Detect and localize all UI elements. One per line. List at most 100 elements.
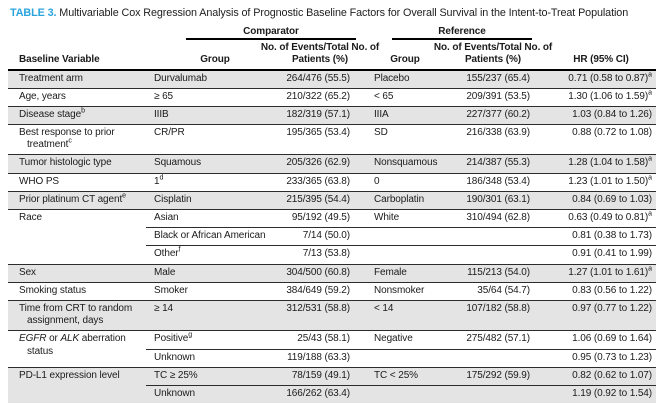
comparator-events-cell: 78/159 (49.1)	[284, 366, 356, 386]
reference-events-cell: 275/482 (57.1)	[454, 330, 532, 350]
baseline-variable-cell: Disease stageb	[8, 105, 146, 125]
reference-events-cell: 186/348 (53.4)	[454, 172, 532, 192]
comparator-events-cell: 215/395 (54.4)	[284, 190, 356, 210]
table-row: Black or African American 7/14 (50.0) 0.81…	[8, 227, 656, 246]
reference-group-cell	[356, 227, 454, 246]
comparator-group-cell: ≥ 14	[146, 299, 284, 331]
reference-events-cell: 115/213 (54.0)	[454, 263, 532, 283]
reference-events-cell: 227/377 (60.2)	[454, 105, 532, 125]
column-header-5: No. of Events/Total No. of Patients (%)	[434, 39, 552, 71]
reference-events-cell: 107/182 (58.8)	[454, 299, 532, 331]
reference-group-cell: 0	[356, 172, 454, 192]
table-title: TABLE 3. Multivariable Cox Regression An…	[0, 0, 666, 25]
reference-group-cell: TC < 25%	[356, 366, 454, 386]
table-row: Disease stageb IIIB 182/319 (57.1) IIIA 227/…	[8, 105, 656, 125]
hr-ci-cell: 1.30 (1.06 to 1.59)a	[532, 87, 656, 107]
baseline-variable-cell: Tumor histologic type	[8, 154, 146, 174]
comparator-span-header: Comparator	[146, 25, 356, 40]
column-header-row: Baseline Variable Group No. of Events/Tota…	[8, 39, 656, 71]
hr-ci-cell: 0.97 (0.77 to 1.22)	[532, 299, 656, 331]
comparator-events-cell: 264/476 (55.5)	[284, 69, 356, 89]
footnote-marker: c	[68, 137, 72, 145]
reference-events-cell: 155/237 (65.4)	[454, 69, 532, 89]
comparator-events-cell: 7/14 (50.0)	[284, 227, 356, 246]
events-header: No. of Events/Total No. of Patients (%)	[434, 42, 552, 66]
column-header-4: Group	[356, 39, 454, 71]
hr-ci-cell: 1.19 (0.92 to 1.54)	[532, 384, 656, 404]
table-row: Best response to prior treatmentc CR/PR 19…	[8, 124, 656, 155]
comparator-events-cell: 25/43 (58.1)	[284, 330, 356, 350]
footnote-marker: a	[648, 210, 652, 218]
baseline-variable-cell: Sex	[8, 263, 146, 283]
table-row: Tumor histologic type Squamous 205/326 (62…	[8, 154, 656, 174]
reference-group-cell	[356, 245, 454, 265]
comparator-group-cell: 1d	[146, 172, 284, 192]
comparator-events-cell: 166/262 (63.4)	[284, 384, 356, 404]
comparator-group-cell: TC ≥ 25%	[146, 366, 284, 386]
header-spanner-row: Comparator Reference	[8, 25, 656, 40]
footnote-marker: d	[159, 174, 164, 182]
comparator-events-cell: 7/13 (53.8)	[284, 245, 356, 265]
spanner-spacer	[532, 25, 656, 40]
comparator-group-cell: Otherf	[146, 245, 284, 265]
header-line: No. of Events/Total No. of	[433, 41, 553, 53]
comparator-events-cell: 312/531 (58.8)	[284, 299, 356, 331]
table-row: Prior platinum CT agente Cisplatin 215/395…	[8, 190, 656, 210]
footnote-marker: b	[81, 107, 85, 115]
events-header: No. of Events/Total No. of Patients (%)	[261, 42, 379, 66]
reference-events-cell: 190/301 (63.1)	[454, 190, 532, 210]
reference-events-cell: 216/338 (63.9)	[454, 124, 532, 155]
comparator-events-cell: 233/365 (63.8)	[284, 172, 356, 192]
header-line: No. of Events/Total No. of	[260, 41, 380, 53]
table-row: Treatment arm Durvalumab 264/476 (55.5) Pla…	[8, 69, 656, 89]
hr-ci-cell: 1.28 (1.04 to 1.58)a	[532, 154, 656, 174]
comparator-events-cell: 205/326 (62.9)	[284, 154, 356, 174]
hr-ci-cell: 0.83 (0.56 to 1.22)	[532, 281, 656, 301]
comparator-events-cell: 195/365 (53.4)	[284, 124, 356, 155]
table-title-text: Multivariable Cox Regression Analysis of…	[59, 7, 629, 19]
footnote-marker: a	[648, 156, 652, 164]
comparator-group-cell: Cisplatin	[146, 190, 284, 210]
footnote-marker: a	[648, 265, 652, 273]
table-row: WHO PS 1d 233/365 (63.8) 0 186/348 (53.4) 1.2…	[8, 172, 656, 192]
reference-events-cell	[454, 245, 532, 265]
comparator-events-cell: 95/192 (49.5)	[284, 209, 356, 228]
comparator-events-cell: 384/649 (59.2)	[284, 281, 356, 301]
hr-ci-cell: 0.81 (0.38 to 1.73)	[532, 227, 656, 246]
hr-ci-cell: 1.06 (0.69 to 1.64)	[532, 330, 656, 350]
hr-ci-cell: 0.88 (0.72 to 1.08)	[532, 124, 656, 155]
baseline-variable-cell: Age, years	[8, 87, 146, 107]
reference-group-cell: Negative	[356, 330, 454, 350]
reference-events-cell: 209/391 (53.5)	[454, 87, 532, 107]
reference-group-cell: White	[356, 209, 454, 228]
table-row: PD-L1 expression level TC ≥ 25% 78/159 (49…	[8, 366, 656, 404]
hr-ci-cell: 1.03 (0.84 to 1.26)	[532, 105, 656, 125]
header-line: Patients (%)	[464, 53, 522, 65]
comparator-events-cell: 182/319 (57.1)	[284, 105, 356, 125]
hr-ci-cell: 1.27 (1.01 to 1.61)a	[532, 263, 656, 283]
hr-ci-cell: 0.91 (0.41 to 1.99)	[532, 245, 656, 265]
table-header: Comparator Reference Baseline Variable Grou…	[8, 25, 656, 71]
table-body: Treatment arm Durvalumab 264/476 (55.5) Pla…	[8, 69, 656, 404]
spanner-spacer	[8, 25, 146, 40]
comparator-group-cell: ≥ 65	[146, 87, 284, 107]
baseline-variable-cell: Treatment arm	[8, 69, 146, 89]
reference-events-cell	[454, 227, 532, 246]
comparator-group-cell: CR/PR	[146, 124, 284, 155]
reference-group-cell: IIIA	[356, 105, 454, 125]
comparator-group-cell: Unknown	[146, 384, 284, 404]
comparator-group-cell: Squamous	[146, 154, 284, 174]
reference-group-cell: < 14	[356, 299, 454, 331]
baseline-variable-cell: Smoking status	[8, 281, 146, 301]
baseline-variable-cell: EGFR or ALK aberration status	[8, 330, 146, 368]
reference-events-cell	[454, 348, 532, 368]
table-row: Unknown 119/188 (63.3) 0.95 (0.73 to 1.23)	[8, 348, 656, 368]
comparator-events-cell: 210/322 (65.2)	[284, 87, 356, 107]
reference-group-cell: Female	[356, 263, 454, 283]
hr-ci-cell: 0.95 (0.73 to 1.23)	[532, 348, 656, 368]
reference-events-cell: 35/64 (54.7)	[454, 281, 532, 301]
table-row: Smoking status Smoker 384/649 (59.2) Nonsmo…	[8, 281, 656, 301]
reference-span-header: Reference	[356, 25, 532, 40]
reference-events-cell: 175/292 (59.9)	[454, 366, 532, 386]
